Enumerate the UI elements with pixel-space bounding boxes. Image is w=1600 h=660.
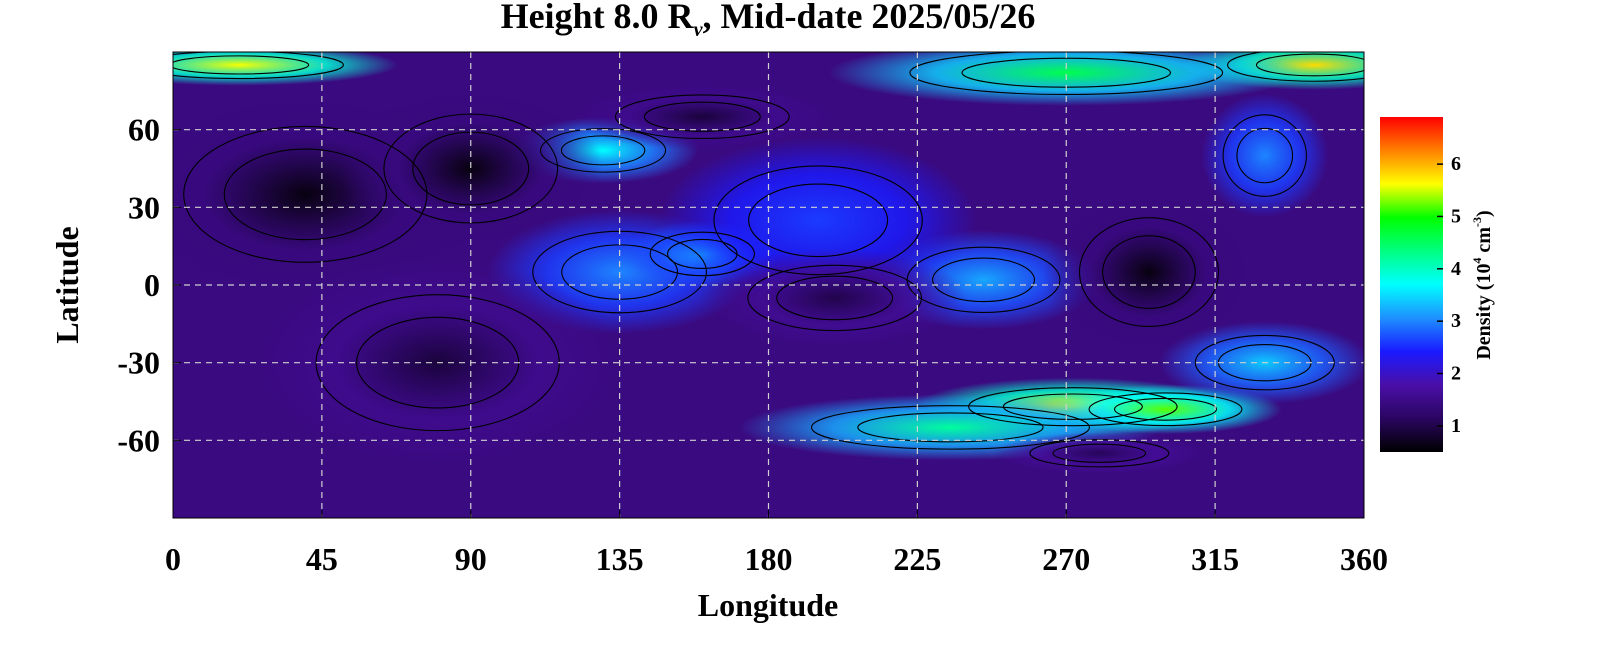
x-tick-label: 180 [745, 541, 793, 577]
contour-line [747, 264, 923, 332]
contour-line [560, 135, 646, 166]
contour-line [173, 55, 310, 75]
contour-line [810, 405, 1090, 450]
x-tick-label: 135 [596, 541, 644, 577]
contour-line [614, 94, 790, 140]
contour-line [649, 231, 755, 277]
x-tick-label: 360 [1340, 541, 1388, 577]
y-tick-label: 0 [144, 267, 160, 303]
density-feature [338, 85, 604, 252]
colorbar-tick-label: 5 [1451, 205, 1461, 227]
contour-line [713, 165, 923, 276]
colorbar-tick-label: 4 [1451, 258, 1461, 280]
contour-line [1227, 52, 1364, 82]
x-tick-label: 0 [165, 541, 181, 577]
y-tick-label: -30 [117, 345, 160, 381]
colorbar: 1 2 3 4 5 6 Density (104 cm-3) [1380, 117, 1495, 452]
contour-line [1029, 439, 1170, 468]
x-tick-label: 225 [893, 541, 941, 577]
contour-line [748, 183, 889, 258]
density-feature [173, 52, 398, 86]
y-axis-label: Latitude [49, 226, 85, 343]
density-feature [993, 432, 1206, 474]
colorbar-ticks: 1 2 3 4 5 6 [1437, 153, 1461, 437]
grid-lines [173, 52, 1364, 518]
x-axis-label: Longitude [698, 587, 838, 623]
contour-line [968, 387, 1178, 427]
colorbar-tick-label: 1 [1451, 415, 1461, 437]
y-tick-label: -60 [117, 422, 160, 458]
colorbar-gradient [1380, 117, 1443, 452]
y-axis-ticks: 60 30 0 -30 -60 [117, 112, 181, 458]
contour-line [776, 275, 894, 321]
density-feature [1043, 189, 1255, 355]
contour-line [909, 52, 1224, 96]
x-axis-ticks: 0 45 90 135 180 225 270 315 360 [165, 510, 1388, 577]
chart-title: Height 8.0 Rν, Mid-date 2025/05/26 [501, 0, 1036, 41]
contour-line [932, 257, 1036, 303]
x-tick-label: 315 [1191, 541, 1239, 577]
density-feature [1201, 93, 1329, 218]
contour-line [1114, 397, 1217, 421]
x-tick-label: 45 [306, 541, 338, 577]
colorbar-tick-label: 6 [1451, 153, 1461, 175]
colorbar-tick-label: 2 [1451, 362, 1461, 384]
density-feature [570, 83, 835, 150]
contour-line [1102, 235, 1196, 309]
contour-line [183, 125, 428, 263]
density-feature [828, 52, 1305, 106]
title-subscript: ν [694, 19, 704, 41]
contour-line [1194, 334, 1335, 391]
contour-line [1078, 217, 1219, 327]
contour-line [173, 52, 344, 80]
y-tick-label: 60 [128, 112, 160, 148]
contour-line [643, 101, 761, 132]
contour-line [1236, 127, 1294, 184]
colorbar-tick-label: 3 [1451, 310, 1461, 332]
density-feature [702, 248, 967, 348]
contour-line [1088, 392, 1243, 427]
contour-line [1222, 114, 1307, 197]
colorbar-label: Density (104 cm-3) [1470, 210, 1495, 359]
contour-line [540, 128, 667, 173]
y-tick-label: 30 [128, 189, 160, 225]
contour-line [1255, 53, 1364, 77]
x-tick-label: 90 [455, 541, 487, 577]
density-contours [173, 52, 1364, 468]
contour-line [857, 412, 1044, 443]
plot-area [172, 51, 1365, 519]
x-tick-label: 270 [1042, 541, 1090, 577]
contour-line [223, 148, 387, 241]
density-feature [1158, 321, 1364, 405]
contour-line [1052, 443, 1147, 463]
